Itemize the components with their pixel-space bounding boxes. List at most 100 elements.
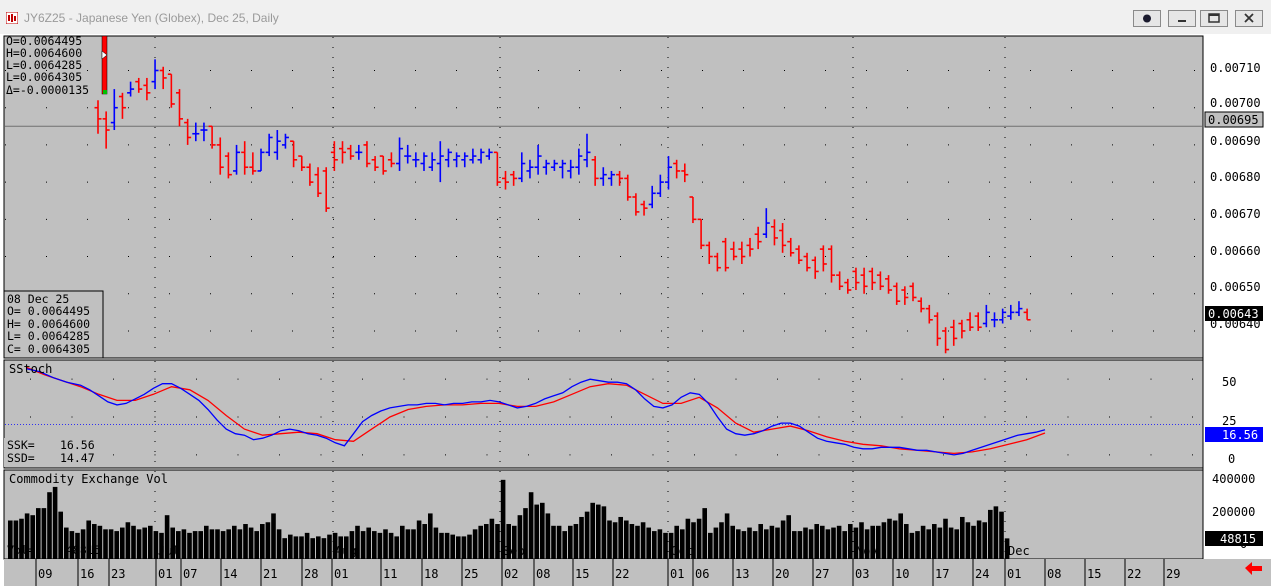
ohlc-date: 08 Dec 25 [7, 292, 69, 306]
month-label: Dec [1008, 544, 1030, 558]
volume-bar [831, 527, 836, 559]
volume-bar [596, 504, 601, 559]
price-bar [371, 156, 379, 171]
stoch-tick-label: 50 [1222, 375, 1236, 389]
day-label: 27 [815, 567, 829, 581]
volume-bar [383, 529, 388, 559]
price-bar [379, 155, 387, 175]
volume-bar [724, 513, 730, 559]
price-bar [958, 319, 966, 339]
price-bar [184, 118, 192, 145]
volume-bar [982, 522, 987, 559]
volume-bar [232, 525, 237, 559]
volume-bar [937, 527, 943, 559]
volume-bar [534, 504, 539, 559]
day-label: 06 [695, 567, 709, 581]
minimize-button[interactable] [1168, 10, 1196, 27]
stoch-info-box [4, 438, 103, 467]
day-label: 29 [1166, 567, 1180, 581]
price-bar [974, 312, 982, 331]
day-label: 24 [975, 567, 989, 581]
volume-bar [618, 516, 623, 559]
stoch-tick-label: 25 [1222, 414, 1236, 428]
volume-bar [836, 525, 842, 559]
volume-bar [103, 529, 108, 559]
volume-bar [444, 532, 450, 559]
stochastic-lines [25, 366, 1046, 456]
price-bar [436, 141, 444, 183]
volume-bar [215, 529, 220, 559]
volume-bar [797, 531, 803, 559]
price-bar [836, 271, 844, 291]
month-label: Oct [671, 544, 693, 558]
volume-bar [282, 538, 287, 559]
price-bar [322, 167, 330, 212]
month-label: Aug [335, 544, 357, 558]
volume-bar [192, 531, 198, 559]
price-tick-label: 0.00680 [1210, 170, 1261, 184]
volume-bar [209, 529, 215, 559]
restore-button[interactable] [1200, 10, 1228, 27]
last-price-label: 0.00643 [1208, 307, 1259, 321]
volume-bar [304, 532, 310, 559]
volume-bar [338, 536, 343, 559]
day-label: 01 [334, 567, 348, 581]
volume-bar [960, 516, 965, 559]
volume-bar [226, 529, 231, 559]
minimize-icon [1178, 20, 1186, 22]
volume-bar [489, 518, 495, 559]
volume-bar [680, 529, 685, 559]
volume-bar [601, 506, 607, 559]
price-bar [885, 275, 893, 294]
price-bar [159, 66, 167, 90]
price-bar [762, 208, 770, 238]
volume-bar [719, 522, 724, 559]
price-bars [94, 59, 1031, 354]
volume-bar [825, 529, 831, 559]
volume-bar [271, 513, 276, 559]
volume-bar [299, 536, 304, 559]
volume-bar [114, 531, 119, 559]
volume-bar [920, 525, 926, 559]
red-left-arrow-icon[interactable] [1245, 562, 1262, 575]
volume-bar [97, 525, 103, 559]
volume-bar [540, 502, 545, 559]
volume-bar [573, 524, 579, 559]
title-bar[interactable]: JY6Z25 - Japanese Yen (Globex), Dec 25, … [0, 0, 1271, 35]
price-bar [925, 304, 933, 324]
month-label: Nov [856, 544, 878, 558]
day-label: 10 [895, 567, 909, 581]
price-bar [518, 152, 526, 183]
price-tick-label: 0.00690 [1210, 134, 1261, 148]
volume-bar [652, 531, 657, 559]
volume-bar [170, 527, 175, 559]
volume-bar [142, 527, 147, 559]
volume-bar [674, 525, 679, 559]
ohlc-close: C= 0.0064305 [7, 342, 90, 356]
reference-price-label: 0.00695 [1208, 113, 1259, 127]
ohlc-high: H= 0.0064600 [7, 317, 90, 331]
price-bar [673, 159, 681, 179]
day-label: 21 [263, 567, 277, 581]
volume-bars [8, 479, 1010, 559]
price-bar [909, 282, 917, 302]
close-button[interactable] [1235, 10, 1263, 27]
price-bar [534, 144, 542, 175]
volume-bar [316, 536, 321, 559]
day-label: 08 [1047, 567, 1061, 581]
price-bar [118, 92, 126, 119]
volume-bar [377, 532, 383, 559]
record-dot-button[interactable] [1133, 10, 1161, 27]
price-bar [779, 223, 787, 253]
stoch-line-ssd [25, 366, 1046, 455]
price-bar [730, 241, 738, 261]
volume-bar [136, 529, 142, 559]
volume-bar [747, 527, 752, 559]
price-bar [999, 308, 1007, 324]
volume-bar [926, 529, 931, 559]
stoch-value-label: 16.56 [1222, 428, 1258, 442]
price-bar [575, 148, 583, 175]
volume-bar [310, 538, 315, 559]
volume-bar [948, 527, 954, 559]
volume-bar [260, 524, 265, 559]
